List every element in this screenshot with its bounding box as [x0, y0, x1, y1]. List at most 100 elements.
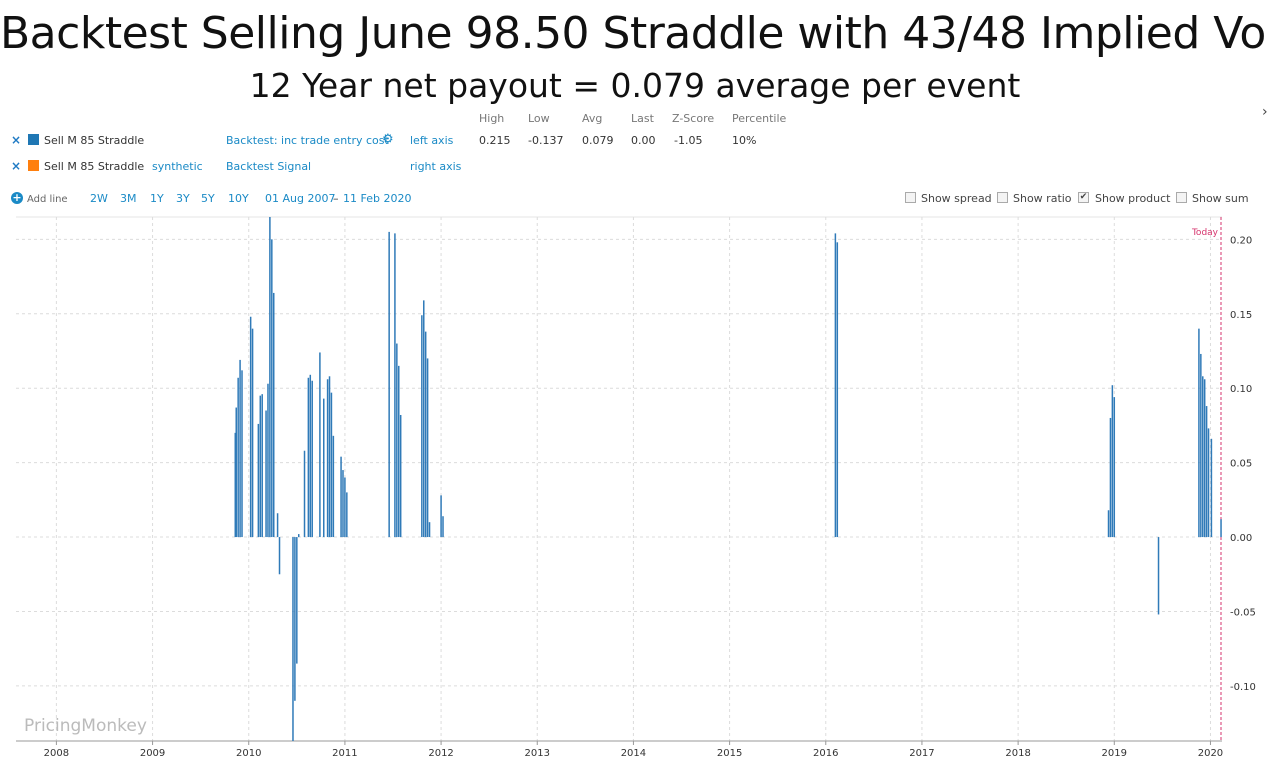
bar: [423, 300, 425, 538]
range-5y-button[interactable]: 5Y: [201, 192, 215, 205]
series-1-color-swatch[interactable]: [28, 134, 39, 145]
show-ratio-label[interactable]: Show ratio: [1013, 192, 1072, 205]
bar: [1113, 397, 1116, 538]
show-product-label[interactable]: Show product: [1095, 192, 1171, 205]
show-product-checkbox[interactable]: ✔: [1078, 192, 1089, 203]
bar: [257, 423, 260, 538]
range-2w-button[interactable]: 2W: [90, 192, 108, 205]
header-avg: Avg: [582, 112, 603, 125]
bar: [259, 395, 262, 538]
bar: [424, 331, 427, 538]
bar: [1203, 379, 1206, 538]
x-tick-label: 2008: [44, 748, 69, 759]
collapse-panel-icon[interactable]: ›: [1262, 104, 1268, 120]
series-2-source-link[interactable]: Backtest Signal: [226, 160, 312, 173]
bar: [1207, 428, 1210, 538]
y-tick-label: -0.05: [1230, 607, 1256, 618]
series-1-axis-link[interactable]: left axis: [410, 134, 454, 147]
x-tick-label: 2013: [525, 748, 550, 759]
bar: [1210, 438, 1213, 538]
bar: [834, 233, 837, 538]
header-low: Low: [528, 112, 550, 125]
range-3m-button[interactable]: 3M: [120, 192, 137, 205]
date-from-input[interactable]: 01 Aug 2007: [265, 192, 336, 205]
y-tick-label: 0.15: [1230, 310, 1252, 321]
bar: [1198, 328, 1200, 538]
x-tick-label: 2020: [1198, 748, 1223, 759]
bar: [388, 231, 390, 538]
x-tick-label: 2015: [717, 748, 742, 759]
bar: [272, 292, 275, 538]
show-spread-checkbox[interactable]: [905, 192, 916, 203]
x-tick-label: 2012: [428, 748, 453, 759]
x-tick-label: 2014: [621, 748, 646, 759]
bar: [342, 470, 344, 538]
bar: [398, 365, 400, 538]
bar: [269, 217, 271, 538]
y-tick-label: 0.00: [1230, 533, 1252, 544]
remove-series-1-icon[interactable]: ×: [11, 133, 22, 147]
chart-subtitle: 12 Year net payout = 0.079 average per e…: [249, 66, 1021, 105]
bar: [1220, 519, 1222, 538]
header-high: High: [479, 112, 505, 125]
bar: [426, 358, 429, 538]
gear-icon[interactable]: ⚙: [382, 132, 394, 147]
add-line-button[interactable]: Add line: [27, 194, 68, 205]
bar: [237, 377, 239, 538]
x-tick-label: 2010: [236, 748, 261, 759]
y-tick-label: -0.10: [1230, 682, 1256, 693]
bar: [344, 477, 346, 538]
range-3y-button[interactable]: 3Y: [176, 192, 190, 205]
bar: [1111, 385, 1114, 538]
remove-series-2-icon[interactable]: ×: [11, 159, 22, 173]
bar: [323, 398, 325, 538]
bar: [278, 537, 281, 575]
bar: [319, 352, 321, 538]
series-1-source-link[interactable]: Backtest: inc trade entry cost: [226, 134, 389, 147]
show-spread-label[interactable]: Show spread: [921, 192, 992, 205]
series-1-low: -0.137: [528, 134, 564, 147]
bar: [1202, 376, 1204, 538]
x-tick-label: 2018: [1005, 748, 1030, 759]
bar: [234, 432, 237, 538]
bar: [1107, 510, 1110, 538]
range-1y-button[interactable]: 1Y: [150, 192, 164, 205]
add-line-icon[interactable]: +: [11, 191, 23, 204]
bar: [307, 377, 310, 538]
bar: [1205, 406, 1208, 538]
bar: [265, 410, 267, 538]
series-1-last: 0.00: [631, 134, 656, 147]
bar: [1200, 353, 1202, 538]
show-sum-checkbox[interactable]: [1176, 192, 1187, 203]
bar: [251, 328, 254, 538]
show-sum-label[interactable]: Show sum: [1192, 192, 1249, 205]
bar: [297, 534, 300, 538]
bar: [294, 537, 296, 701]
series-2-name: Sell M 85 Straddle: [44, 160, 145, 173]
show-ratio-checkbox[interactable]: [997, 192, 1008, 203]
date-to-input[interactable]: 11 Feb 2020: [343, 192, 412, 205]
x-tick-label: 2009: [140, 748, 165, 759]
series-1-percentile: 10%: [732, 134, 757, 147]
bar: [239, 359, 241, 538]
chart-title: Backtest Selling June 98.50 Straddle wit…: [0, 8, 1270, 59]
bar: [271, 239, 273, 538]
series-1-zscore: -1.05: [674, 134, 703, 147]
range-10y-button[interactable]: 10Y: [228, 192, 249, 205]
x-tick-label: 2016: [813, 748, 838, 759]
bar: [442, 516, 444, 538]
bar: [340, 456, 342, 538]
bar: [267, 383, 269, 538]
series-2-mode-link[interactable]: synthetic: [152, 160, 203, 173]
y-tick-label: 0.20: [1230, 235, 1252, 246]
bar: [276, 513, 279, 538]
bar: [346, 492, 348, 538]
bar: [241, 370, 243, 538]
bar: [292, 537, 294, 741]
x-tick-label: 2017: [909, 748, 934, 759]
series-2-axis-link[interactable]: right axis: [410, 160, 462, 173]
series-2-color-swatch[interactable]: [28, 160, 39, 171]
date-separator: –: [333, 192, 339, 205]
y-tick-label: 0.10: [1230, 384, 1252, 395]
